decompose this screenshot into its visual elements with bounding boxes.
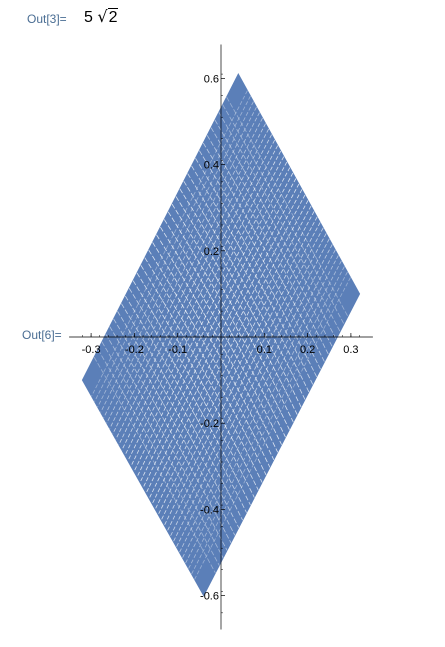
- lattice-line: [103, 112, 260, 418]
- lattice-line: [191, 271, 348, 575]
- lattice-line: [166, 227, 324, 532]
- lattice-line: [195, 158, 318, 378]
- lattice-line: [121, 145, 279, 451]
- lattice-line: [124, 295, 247, 513]
- lattice-line: [127, 156, 285, 462]
- lattice-line: [109, 326, 232, 543]
- sqrt-icon: √: [97, 7, 108, 26]
- x-tick-label: 0.1: [257, 344, 272, 356]
- lattice-line: [118, 139, 276, 445]
- lattice-line: [182, 255, 339, 559]
- lattice-line: [175, 196, 298, 415]
- lattice-line: [218, 112, 341, 332]
- lattice-line: [154, 205, 312, 510]
- y-tick-label: 0.6: [204, 73, 219, 85]
- y-tick-label: 0.4: [204, 160, 219, 172]
- lattice-line: [206, 135, 329, 355]
- x-tick-label: -0.2: [125, 344, 144, 356]
- lattice-line: [163, 222, 321, 526]
- lattice-line: [199, 150, 321, 370]
- lattice-line: [115, 134, 273, 440]
- x-tick-label: 0.2: [300, 344, 315, 356]
- x-tick-label: -0.3: [82, 344, 101, 356]
- lattice-line: [130, 161, 288, 467]
- lattice-line: [109, 123, 266, 429]
- lattice-line: [94, 95, 251, 402]
- lattice-line: [124, 150, 282, 456]
- x-tick-label: 0.3: [343, 344, 358, 356]
- lattice-line: [185, 260, 342, 564]
- lattice-line: [171, 203, 294, 423]
- y-tick-label: -0.4: [200, 504, 219, 516]
- y-tick-label: -0.6: [200, 591, 219, 603]
- curve-lattice: [91, 90, 351, 580]
- output-expression: 5 √2: [84, 7, 119, 27]
- lattice-line: [151, 200, 309, 505]
- lattice-line: [97, 349, 220, 566]
- y-tick-label: 0.2: [204, 246, 219, 258]
- lattice-line: [188, 266, 345, 569]
- lattice-line: [194, 277, 351, 580]
- lattice-line: [148, 194, 306, 499]
- lattice-line: [202, 142, 325, 362]
- lattice-line: [139, 178, 297, 483]
- lattice-line: [169, 233, 327, 537]
- y-tick-label: -0.2: [200, 418, 219, 430]
- lattice-line: [173, 238, 330, 542]
- lattice-line: [226, 96, 349, 317]
- lattice-line: [179, 188, 302, 408]
- lattice-line: [100, 106, 257, 413]
- lattice-line: [160, 216, 318, 521]
- radicand: 2: [107, 8, 119, 26]
- lattice-line: [187, 173, 310, 393]
- output-label-3: Out[3]=: [27, 12, 67, 26]
- lattice-line: [112, 128, 269, 435]
- lattice-line: [97, 101, 254, 408]
- lattice-line: [176, 244, 333, 548]
- lattice-line: [136, 172, 294, 478]
- lattice-line: [214, 119, 337, 340]
- lattice-line: [121, 303, 244, 521]
- lattice-line: [93, 356, 216, 574]
- lattice-line: [128, 288, 251, 506]
- coefficient: 5: [84, 9, 93, 26]
- lattice-line: [117, 311, 240, 528]
- lattice-line: [191, 165, 314, 385]
- lattice-line: [145, 189, 303, 494]
- lattice-line: [167, 211, 290, 430]
- lattice-line: [210, 127, 333, 347]
- lattice-line: [106, 117, 263, 424]
- lattice-line: [132, 280, 255, 498]
- lattice-line: [157, 211, 315, 515]
- lattice-line: [148, 249, 271, 468]
- lattice-line: [222, 104, 345, 325]
- x-tick-label: -0.1: [168, 344, 187, 356]
- lattice-line: [183, 180, 306, 400]
- lattice-line: [133, 167, 291, 472]
- lattice-line: [179, 249, 336, 553]
- output-label-6: Out[6]=: [22, 328, 62, 342]
- lattice-line: [105, 333, 228, 551]
- lattice-line: [142, 183, 300, 489]
- lattice-line: [140, 265, 263, 483]
- lattice-line: [101, 341, 224, 559]
